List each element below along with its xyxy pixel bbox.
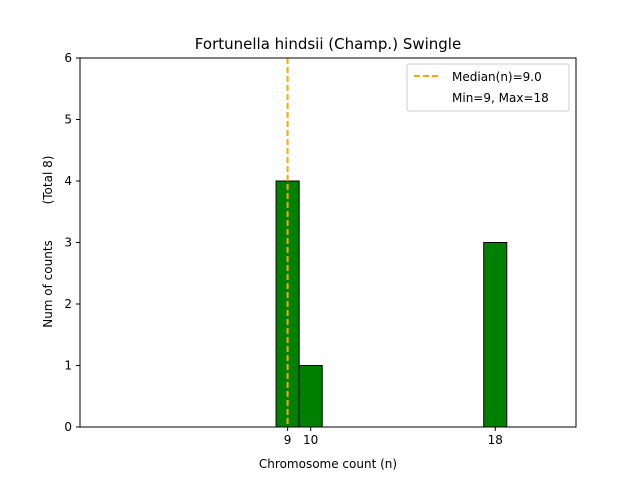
- y-axis-total-note: (Total 8): [41, 156, 55, 205]
- legend-box: [406, 63, 570, 112]
- legend-median-text: Median(n)=9.0: [452, 70, 542, 84]
- y-tick-label-4: 4: [64, 174, 72, 188]
- y-tick-label-3: 3: [64, 236, 72, 250]
- y-tick-label-1: 1: [64, 359, 72, 373]
- x-tick-label-10: 10: [303, 433, 318, 447]
- y-axis-label: Num of counts: [41, 240, 55, 328]
- y-axis-ticks: 0 1 2 3 4 5 6: [64, 51, 80, 434]
- bars-group: [275, 180, 508, 428]
- x-axis-label: Chromosome count (n): [259, 457, 397, 471]
- x-axis-ticks: 9 10 18: [284, 427, 503, 447]
- y-tick-label-0: 0: [64, 420, 72, 434]
- x-tick-label-18: 18: [488, 433, 503, 447]
- y-tick-label-5: 5: [64, 113, 72, 127]
- bar-18: [483, 242, 508, 428]
- legend-minmax-text: Min=9, Max=18: [452, 91, 549, 105]
- x-tick-label-9: 9: [284, 433, 292, 447]
- y-tick-label-2: 2: [64, 297, 72, 311]
- bar-10: [298, 365, 323, 428]
- legend: Median(n)=9.0 Min=9, Max=18: [406, 63, 570, 112]
- chart-title: Fortunella hindsii (Champ.) Swingle: [195, 35, 461, 53]
- y-tick-label-6: 6: [64, 51, 72, 65]
